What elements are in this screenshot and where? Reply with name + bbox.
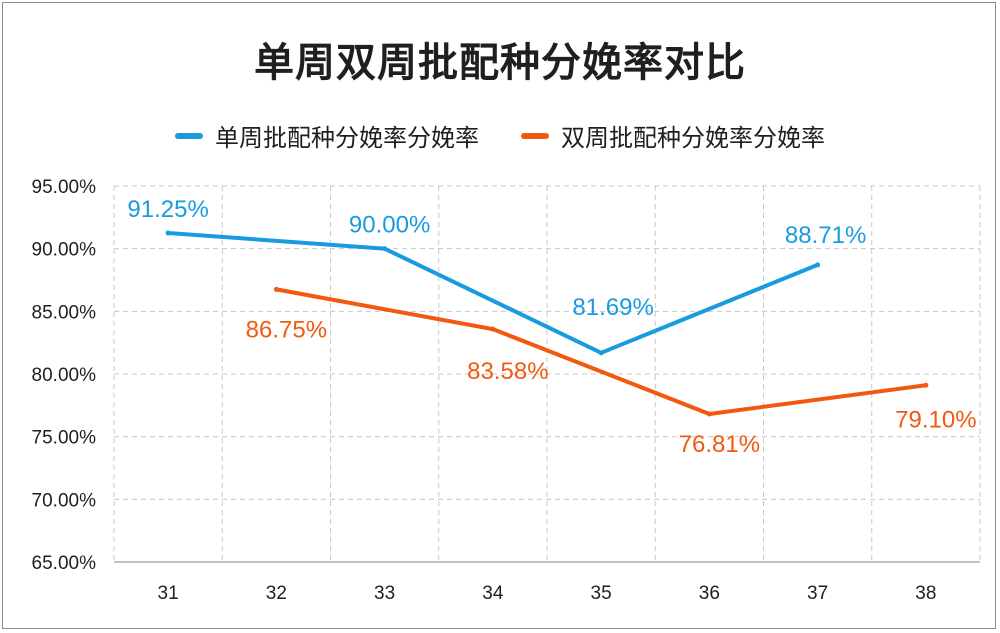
legend-item-series-2: 双周批配种分娩率分娩率 [521, 118, 825, 153]
x-tick-label: 34 [482, 583, 504, 604]
data-point [273, 286, 279, 292]
data-label: 91.25% [127, 196, 208, 223]
y-tick-label: 70.00% [32, 490, 97, 511]
data-point [706, 411, 712, 417]
x-tick-label: 38 [915, 583, 936, 604]
data-label: 83.58% [467, 358, 548, 385]
data-label: 76.81% [679, 431, 760, 458]
x-tick-label: 35 [591, 583, 612, 604]
legend-item-series-1: 单周批配种分娩率分娩率 [175, 118, 479, 153]
x-tick-label: 33 [374, 583, 395, 604]
data-point [382, 246, 388, 252]
x-tick-label: 37 [807, 583, 828, 604]
data-point [490, 326, 496, 332]
y-tick-label: 85.00% [32, 302, 97, 323]
y-tick-label: 90.00% [32, 240, 97, 261]
chart-title: 单周双周批配种分娩率对比 [254, 40, 746, 86]
x-tick-label: 31 [158, 583, 179, 604]
series-line-1 [166, 231, 820, 355]
y-tick-label: 80.00% [32, 365, 97, 386]
legend-label-series-1: 单周批配种分娩率分娩率 [215, 124, 479, 152]
data-label: 88.71% [785, 222, 866, 249]
x-tick-label: 36 [699, 583, 720, 604]
legend-label-series-2: 双周批配种分娩率分娩率 [561, 124, 825, 152]
data-point [598, 350, 604, 356]
data-point [815, 262, 821, 268]
y-tick-label: 65.00% [32, 553, 97, 574]
data-point [923, 382, 929, 388]
legend-swatch-series-2 [521, 132, 549, 139]
legend-swatch-series-1 [175, 132, 203, 139]
chart-legend: 单周批配种分娩率分娩率 双周批配种分娩率分娩率 [0, 118, 1000, 153]
data-point [165, 230, 171, 236]
data-label: 79.10% [895, 406, 976, 433]
data-label: 81.69% [572, 294, 653, 321]
y-tick-label: 75.00% [32, 428, 97, 449]
data-label: 90.00% [349, 212, 430, 239]
y-tick-label: 95.00% [32, 177, 97, 198]
x-tick-label: 32 [266, 583, 287, 604]
series-line-2 [274, 287, 928, 416]
data-label: 86.75% [246, 316, 327, 343]
